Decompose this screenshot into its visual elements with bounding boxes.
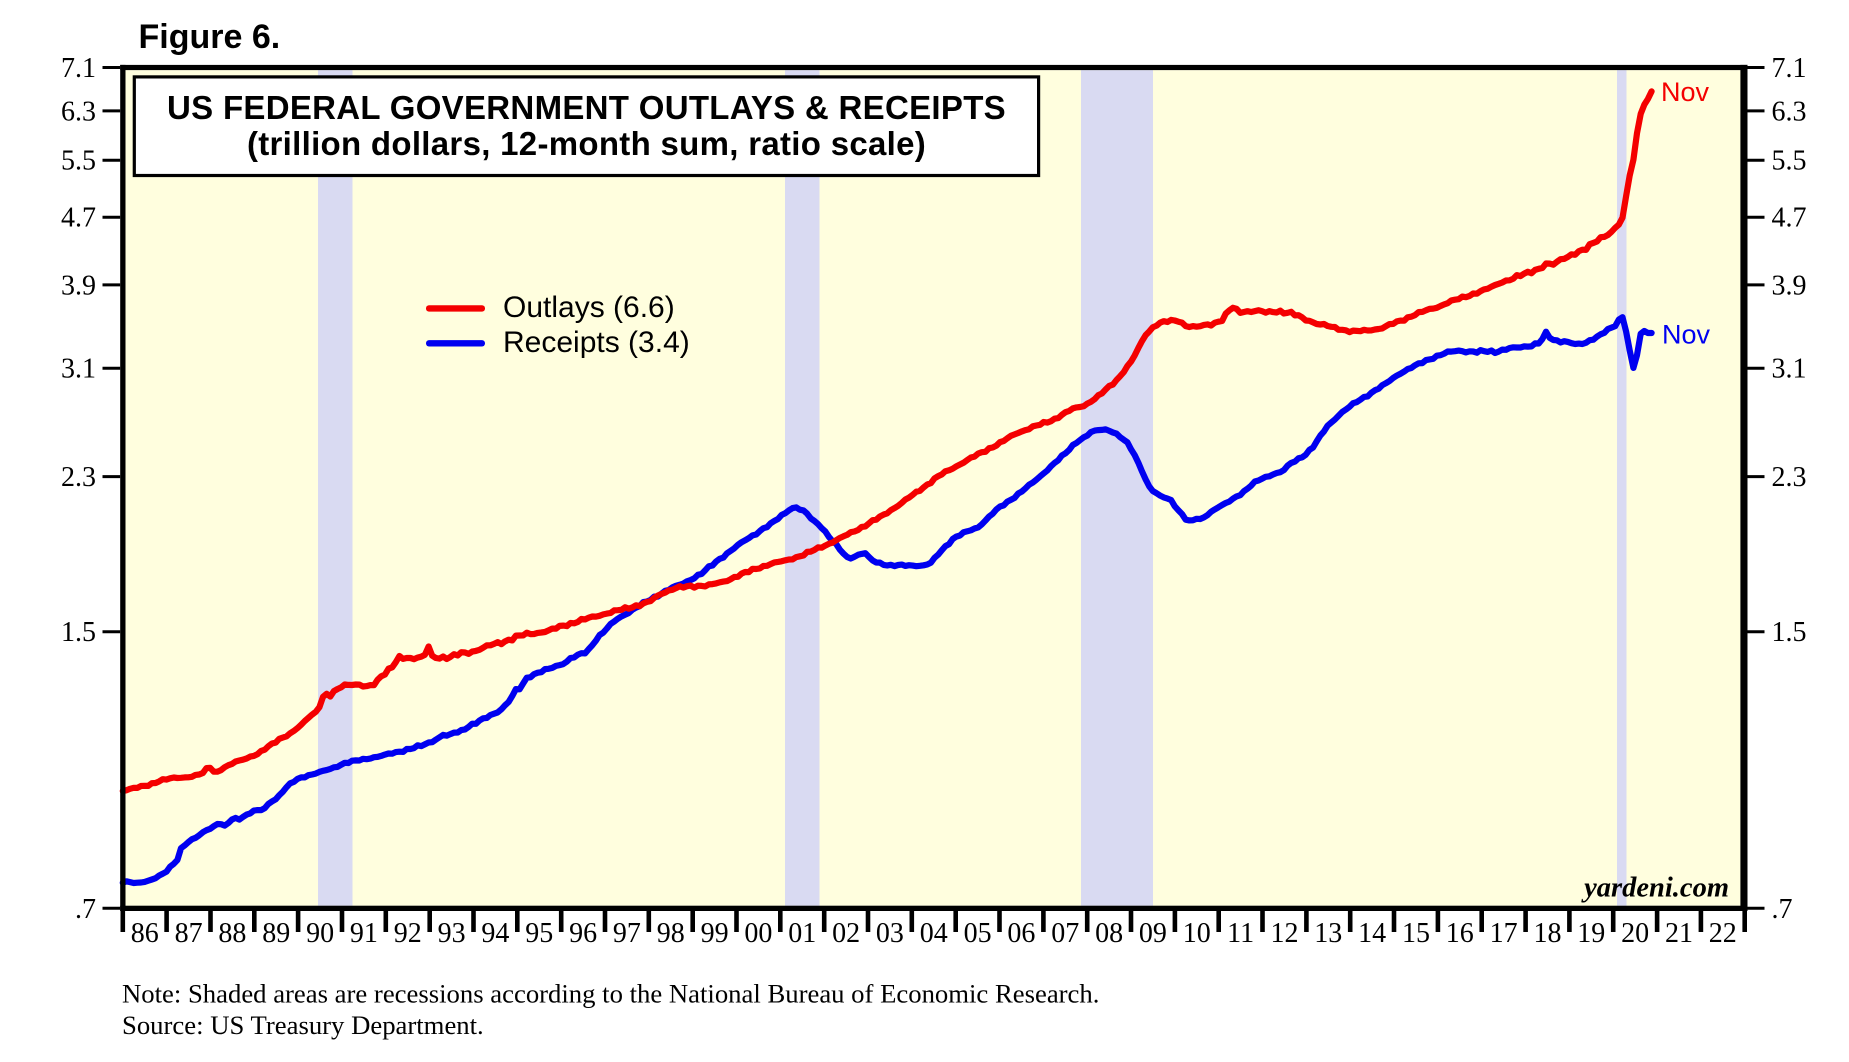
- svg-text:3.9: 3.9: [61, 270, 96, 301]
- svg-text:2.3: 2.3: [61, 462, 96, 493]
- svg-text:7.1: 7.1: [1772, 53, 1807, 84]
- svg-text:6.3: 6.3: [61, 96, 96, 127]
- svg-text:3.1: 3.1: [61, 354, 96, 385]
- svg-text:4.7: 4.7: [1772, 203, 1807, 234]
- svg-text:91: 91: [350, 918, 378, 949]
- svg-text:12: 12: [1271, 918, 1299, 949]
- svg-text:US FEDERAL GOVERNMENT OUTLAYS: US FEDERAL GOVERNMENT OUTLAYS & RECEIPTS: [167, 89, 1006, 126]
- svg-text:14: 14: [1358, 918, 1386, 949]
- svg-text:06: 06: [1007, 918, 1035, 949]
- svg-text:19: 19: [1577, 918, 1605, 949]
- svg-text:17: 17: [1490, 918, 1518, 949]
- svg-text:10: 10: [1183, 918, 1211, 949]
- svg-text:Outlays (6.6): Outlays (6.6): [503, 291, 675, 324]
- svg-text:97: 97: [613, 918, 641, 949]
- svg-text:92: 92: [394, 918, 422, 949]
- svg-text:1.5: 1.5: [1772, 617, 1807, 648]
- svg-text:7.1: 7.1: [61, 53, 96, 84]
- svg-text:02: 02: [832, 918, 860, 949]
- svg-text:6.3: 6.3: [1772, 96, 1807, 127]
- svg-text:Note: Shaded areas are recessi: Note: Shaded areas are recessions accord…: [122, 979, 1099, 1009]
- svg-text:22: 22: [1709, 918, 1737, 949]
- svg-text:00: 00: [744, 918, 772, 949]
- svg-text:11: 11: [1227, 918, 1254, 949]
- svg-text:3.9: 3.9: [1772, 270, 1807, 301]
- svg-text:87: 87: [175, 918, 203, 949]
- svg-text:Receipts (3.4): Receipts (3.4): [503, 326, 690, 359]
- svg-text:88: 88: [218, 918, 246, 949]
- svg-text:89: 89: [262, 918, 290, 949]
- svg-text:Nov: Nov: [1662, 320, 1711, 350]
- svg-text:1.5: 1.5: [61, 617, 96, 648]
- svg-text:(trillion dollars, 12-month su: (trillion dollars, 12-month sum, ratio s…: [247, 125, 926, 162]
- svg-text:2.3: 2.3: [1772, 462, 1807, 493]
- svg-text:07: 07: [1051, 918, 1079, 949]
- svg-text:98: 98: [657, 918, 685, 949]
- svg-text:01: 01: [788, 918, 816, 949]
- svg-text:05: 05: [964, 918, 992, 949]
- svg-text:5.5: 5.5: [61, 146, 96, 177]
- svg-text:95: 95: [525, 918, 553, 949]
- svg-text:4.7: 4.7: [61, 203, 96, 234]
- svg-text:93: 93: [438, 918, 466, 949]
- svg-text:04: 04: [920, 918, 948, 949]
- svg-text:20: 20: [1621, 918, 1649, 949]
- svg-text:86: 86: [131, 918, 159, 949]
- svg-text:.7: .7: [1772, 894, 1793, 925]
- svg-text:3.1: 3.1: [1772, 354, 1807, 385]
- svg-text:13: 13: [1314, 918, 1342, 949]
- svg-text:Nov: Nov: [1661, 77, 1710, 107]
- svg-text:08: 08: [1095, 918, 1123, 949]
- svg-text:15: 15: [1402, 918, 1430, 949]
- svg-text:90: 90: [306, 918, 334, 949]
- svg-text:09: 09: [1139, 918, 1167, 949]
- svg-text:21: 21: [1665, 918, 1693, 949]
- svg-text:96: 96: [569, 918, 597, 949]
- svg-text:Source: US Treasury Department: Source: US Treasury Department.: [122, 1010, 484, 1040]
- svg-text:16: 16: [1446, 918, 1474, 949]
- svg-text:5.5: 5.5: [1772, 146, 1807, 177]
- svg-text:18: 18: [1534, 918, 1562, 949]
- svg-text:Figure 6.: Figure 6.: [139, 18, 281, 56]
- svg-text:yardeni.com: yardeni.com: [1581, 873, 1729, 904]
- svg-text:94: 94: [481, 918, 509, 949]
- svg-text:99: 99: [701, 918, 729, 949]
- svg-text:03: 03: [876, 918, 904, 949]
- svg-text:.7: .7: [75, 894, 96, 925]
